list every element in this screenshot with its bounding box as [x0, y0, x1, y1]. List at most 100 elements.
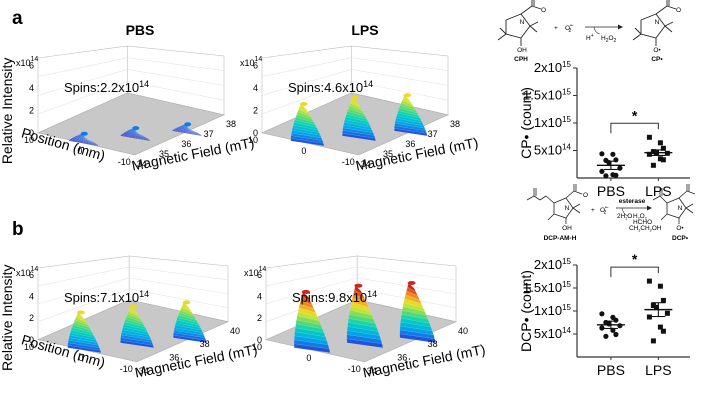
scheme-a-product: CP• — [651, 56, 663, 63]
x-tick-label: LPS — [645, 183, 671, 199]
wall-gridline — [37, 69, 128, 96]
y-tick-label: 2x1015 — [534, 257, 572, 272]
x-tick-label: 10 — [24, 135, 34, 145]
data-point-pbs — [599, 325, 605, 331]
data-point-lps — [650, 303, 656, 308]
z-tick-label: 0 — [253, 128, 258, 138]
z-tick-label: 6 — [253, 60, 258, 70]
scale-factor-base: x10 — [240, 58, 255, 68]
scheme-a-h: H — [586, 35, 591, 42]
z-tick-label: 6 — [29, 60, 34, 70]
scheme-b-h2o2-h: H — [633, 213, 638, 220]
scheme-b-under-extra: CH3CH2OH — [629, 225, 662, 233]
x-tick-label: LPS — [645, 362, 671, 378]
dcp-o-label: O• — [676, 225, 684, 232]
scheme-a-h2o2-sub1: 2 — [606, 38, 609, 44]
spins-label-base: Spins:4.6x10 — [288, 80, 363, 95]
scheme-b-oh: OH — [652, 225, 662, 232]
y-tick-mantissa: 1.5x10 — [523, 88, 562, 103]
z-tick-label: 4 — [29, 83, 34, 93]
dcp-am-h-o-label: O — [583, 192, 588, 199]
y-tick-label: 2x1015 — [534, 60, 572, 75]
data-point-lps — [646, 278, 652, 284]
wall-gridline — [265, 277, 358, 305]
scale-factor-base: x10 — [16, 268, 31, 278]
data-point-lps — [646, 314, 652, 320]
wall-gridline — [351, 57, 449, 72]
title-pbs: PBS — [126, 22, 155, 38]
scheme-a-oxidant-o: O — [565, 25, 570, 32]
scheme-a-plus: + — [554, 25, 558, 32]
peak-top — [407, 281, 416, 285]
reaction-scheme-b: OH N O DCP-AM-H + O•-2 esterase 2H2O H2O… — [526, 184, 696, 242]
y-tick-label: 34 — [367, 366, 377, 376]
peak-top — [300, 102, 308, 106]
spins-label-base: Spins:7.1x10 — [64, 290, 139, 305]
scale-factor-exp: 14 — [255, 56, 263, 63]
scale-factor-exp: 14 — [31, 266, 39, 273]
y-tick-label: 34 — [361, 159, 371, 169]
cph-structure — [497, 0, 542, 46]
wall-gridline — [261, 69, 352, 96]
cph-o-label: O — [541, 7, 546, 14]
data-point-lps — [650, 162, 656, 168]
x-tick-label: -10 — [348, 364, 361, 374]
data-point-lps — [657, 140, 663, 146]
dcp-am-h-oh-label: OH — [562, 225, 572, 232]
scheme-a-h2o2-h: H — [601, 35, 606, 42]
y-axis-label: DCP• (count) — [518, 270, 534, 352]
scale-factor: x1014 — [240, 56, 262, 68]
spins-label-base: Spins:2.2x10 — [64, 80, 139, 95]
data-point-lps — [660, 328, 666, 334]
scheme-a-oxidant: O•-2 — [565, 23, 574, 34]
scheme-b-under-right: HCHO — [633, 219, 652, 226]
wall-gridline — [357, 266, 457, 281]
wall-gridline — [357, 277, 457, 295]
spins-label-exp: 14 — [367, 289, 377, 299]
y-tick-mantissa: 2x10 — [534, 257, 562, 272]
wall-gridline — [265, 266, 358, 287]
scheme-b-h2o2-sub1: 2 — [638, 217, 640, 221]
z-tick-label: 4 — [253, 83, 258, 93]
scheme-a-under-right: H2O2 — [601, 35, 617, 44]
z-tick-label: 0 — [257, 335, 262, 345]
scheme-b-oxidant-sub: 2 — [603, 210, 606, 216]
x-tick-label: 10 — [252, 342, 262, 352]
peak-top — [351, 95, 360, 100]
significance-star: * — [632, 251, 638, 267]
spins-label: Spins:4.6x1014 — [288, 79, 373, 95]
y-tick-mantissa: 5x10 — [534, 326, 562, 341]
cph-oh-label: OH — [517, 47, 527, 54]
z-tick-label: 2 — [29, 313, 34, 323]
scheme-b-2h2o-h: 2H — [617, 213, 626, 220]
scheme-b-oxidant-o: O — [600, 207, 605, 214]
scheme-a-h-sup: + — [591, 33, 594, 39]
data-point-pbs — [613, 331, 619, 338]
cp-radical-structure — [632, 0, 677, 46]
dcp-radical-structure — [652, 184, 696, 224]
scale-factor-base: x10 — [16, 58, 31, 68]
wall-gridline — [37, 277, 130, 305]
data-point-pbs — [603, 333, 609, 339]
wall-gridline — [261, 80, 352, 115]
scheme-b-ch3-c: CH — [629, 225, 639, 232]
scheme-b-ch3-sub: 3 — [638, 229, 640, 233]
peak-strip — [354, 285, 364, 296]
y-tick-exponent: 15 — [562, 60, 571, 69]
y-tick-exponent: 15 — [562, 88, 571, 97]
wall-gridline — [351, 69, 449, 86]
y-tick-label: 37 — [428, 129, 438, 139]
x-tick-label: -10 — [120, 364, 133, 374]
y-tick-label: 38 — [428, 339, 438, 349]
data-point-pbs — [617, 165, 623, 171]
wall-gridline — [37, 288, 130, 323]
y-tick-label: 1.5x1015 — [523, 88, 571, 103]
data-point-lps — [657, 324, 663, 330]
y-axis-label: CP• (count) — [518, 87, 534, 159]
scheme-a-h2o2-o: O — [608, 35, 613, 42]
y-tick-label: 40 — [230, 326, 240, 336]
